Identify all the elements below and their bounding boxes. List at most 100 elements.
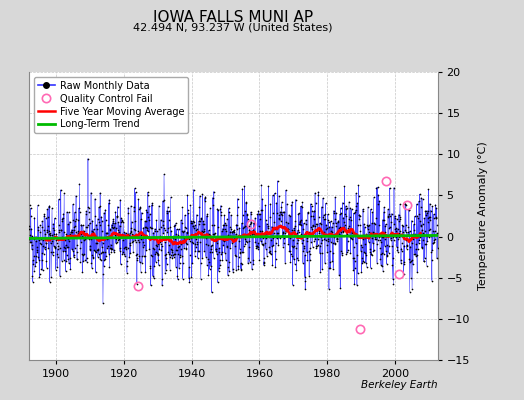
Point [409,261,417,268]
Point [283,227,291,234]
Point [122,230,130,236]
Point [129,249,137,256]
Point [83,258,91,265]
Point [80,237,88,244]
Point [271,264,280,270]
Point [381,228,390,235]
Point [403,229,412,236]
Point [34,224,42,230]
Point [233,221,241,228]
Point [26,232,34,238]
Point [35,256,43,263]
Point [210,188,218,195]
Point [304,229,313,235]
Point [234,266,243,272]
Point [377,251,385,258]
Point [217,248,226,255]
Point [106,227,114,233]
Point [244,260,252,266]
Point [361,235,369,241]
Point [74,230,83,236]
Point [259,241,267,248]
Point [366,264,375,271]
Point [267,251,275,257]
Point [272,235,281,242]
Point [296,219,304,225]
Point [372,184,380,191]
Point [250,232,259,238]
Point [324,236,333,243]
Point [405,207,413,213]
Point [225,209,234,215]
Point [368,209,377,215]
Point [313,242,322,248]
Point [163,228,171,235]
Point [233,212,242,219]
Point [346,250,355,256]
Point [427,249,435,256]
Point [364,223,373,230]
Point [391,233,399,239]
Point [293,240,301,246]
Point [273,210,281,216]
Point [329,250,337,256]
Point [119,250,128,257]
Point [203,212,211,219]
Point [191,248,200,254]
Point [269,192,277,198]
Point [257,182,266,188]
Point [399,229,408,235]
Point [328,229,336,236]
Point [114,219,123,226]
Point [237,267,245,273]
Point [90,234,99,240]
Point [432,222,441,228]
Point [419,236,427,243]
Point [125,240,134,246]
Point [148,200,156,206]
Point [247,231,256,238]
Point [394,236,402,242]
Point [51,244,59,250]
Point [186,202,194,208]
Point [306,245,314,251]
Point [114,226,122,233]
Point [310,208,319,214]
Point [418,196,427,202]
Point [49,249,57,256]
Point [175,243,183,250]
Point [180,228,188,234]
Point [319,232,328,239]
Point [326,238,335,245]
Point [383,252,391,258]
Point [230,229,238,235]
Point [239,248,247,255]
Point [107,222,116,228]
Point [421,255,429,262]
Point [352,240,360,246]
Point [194,218,203,224]
Point [268,210,277,216]
Y-axis label: Temperature Anomaly (°C): Temperature Anomaly (°C) [478,142,488,290]
Point [191,222,199,229]
Point [318,266,326,273]
Point [136,259,144,266]
Point [113,213,122,220]
Point [193,238,201,245]
Point [76,245,84,252]
Point [296,221,304,227]
Point [228,240,236,246]
Point [112,236,121,242]
Point [390,184,398,191]
Point [31,263,39,269]
Point [125,232,133,238]
Point [99,271,107,278]
Point [432,214,440,221]
Point [405,256,413,262]
Point [141,218,150,224]
Point [373,241,381,248]
Point [358,236,367,242]
Point [116,248,124,254]
Point [60,243,69,250]
Point [340,218,348,225]
